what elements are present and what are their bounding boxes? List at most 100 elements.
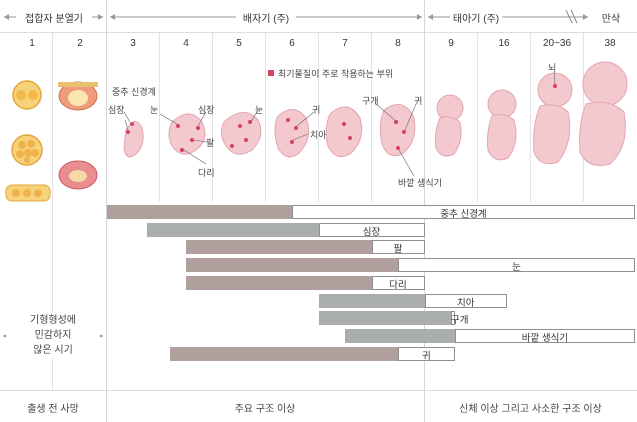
embryo-illustrations xyxy=(5,61,628,202)
label-eye-week5: 눈 xyxy=(255,105,264,115)
week-2: 2 xyxy=(77,38,83,49)
implantation-illustration xyxy=(58,81,98,190)
week-16: 16 xyxy=(498,38,510,49)
col-sep xyxy=(530,32,531,202)
period-term: 만삭 xyxy=(596,10,626,25)
embryo-week4 xyxy=(168,113,206,155)
zygote-2cell-illustration xyxy=(12,80,42,110)
bar-cns: 중추 신경계 xyxy=(107,205,635,220)
bar-teeth: 치아 xyxy=(318,293,507,309)
bar-label: 팔 xyxy=(393,244,403,256)
label-ear-week6: 귀 xyxy=(312,105,321,115)
bar-ear: 귀 xyxy=(170,346,455,362)
bar-label: 다리 xyxy=(389,279,407,291)
col-sep xyxy=(265,32,266,202)
bar-heart: 심장 xyxy=(146,222,425,238)
label-teeth-week7: 치아 xyxy=(310,130,327,140)
bar-label: 중추 신경계 xyxy=(440,209,487,220)
label-brain-week20: 뇌 xyxy=(548,63,557,73)
col-sep xyxy=(477,32,478,202)
col-sep xyxy=(52,32,53,390)
label-leg-week4: 다리 xyxy=(198,168,215,178)
label-palate-week8: 구개 xyxy=(362,96,379,106)
bar-critical-segment xyxy=(107,205,292,219)
fetus-week16 xyxy=(487,89,517,161)
bar-less-sensitive-segment xyxy=(451,311,455,326)
embryo-week3 xyxy=(123,121,144,158)
footer-embryo: 주요 구조 이상 xyxy=(234,404,296,415)
header-arrows xyxy=(4,9,588,24)
fetus-week9 xyxy=(435,94,464,157)
bar-label: 귀 xyxy=(422,350,431,362)
week-20-36: 20~36 xyxy=(542,38,572,49)
bar-less-sensitive-segment xyxy=(454,328,635,343)
bar-critical-segment xyxy=(170,346,398,361)
bar-critical-segment xyxy=(186,258,398,273)
bar-label: 바깥 생식기 xyxy=(521,332,569,344)
left-note-line-3: 않은 시기 xyxy=(6,343,100,358)
morula-illustration xyxy=(11,134,43,166)
bar-critical-segment xyxy=(345,328,455,343)
legend-text: 최기물질이 주로 작용하는 부위 xyxy=(278,69,394,79)
blastocyst-illustration xyxy=(5,184,51,202)
bar-less-sensitive-segment xyxy=(424,293,507,308)
label-cns-week3: 중추 신경계 xyxy=(112,87,156,97)
bar-arm: 팔 xyxy=(186,240,425,256)
bar-palate: 구개 xyxy=(318,311,469,327)
left-note-line-1: 기형형성에 xyxy=(6,313,100,328)
col-sep xyxy=(318,32,319,202)
week-38: 38 xyxy=(604,38,616,49)
label-arm-week4: 팔 xyxy=(206,138,215,148)
bar-less-sensitive-segment xyxy=(318,222,425,237)
label-heart-week4: 심장 xyxy=(198,105,215,115)
bar-leg: 다리 xyxy=(186,275,425,291)
bar-critical-segment xyxy=(186,240,372,255)
bar-less-sensitive-segment xyxy=(292,205,635,219)
bar-critical-segment xyxy=(318,293,425,308)
label-heart-week3: 심장 xyxy=(108,105,125,115)
period-pre-embryo: 접합자 분열기 xyxy=(16,10,92,25)
week-8: 8 xyxy=(395,38,401,49)
bar-eye: 눈 xyxy=(186,258,635,274)
legend-marker xyxy=(268,70,274,76)
left-note: 기형형성에 민감하지 않은 시기 xyxy=(6,313,100,358)
col-sep xyxy=(371,32,372,202)
label-genitalia-week8: 바깥 생식기 xyxy=(398,178,442,188)
embryo-week8 xyxy=(379,104,416,157)
footer-fetus: 신체 이상 그리고 사소한 구조 이상 xyxy=(459,404,602,415)
col-sep xyxy=(159,32,160,202)
fetus-week20-36 xyxy=(533,72,573,165)
bar-critical-segment xyxy=(186,275,372,290)
embryo-week7 xyxy=(325,106,363,158)
bar-label: 눈 xyxy=(512,262,521,274)
period-fetus: 태아기 (주) xyxy=(450,10,502,25)
left-note-line-2: 민감하지 xyxy=(6,328,100,343)
bar-label: 구개 xyxy=(451,315,469,327)
col-sep xyxy=(212,32,213,202)
bar-label: 치아 xyxy=(456,297,475,309)
period-embryo: 배자기 (주) xyxy=(236,10,296,25)
week-7: 7 xyxy=(342,38,348,49)
bar-critical-segment xyxy=(146,222,319,237)
bar-less-sensitive-segment xyxy=(397,346,455,361)
label-eye-week4: 눈 xyxy=(150,105,159,115)
week-5: 5 xyxy=(236,38,242,49)
embryo-week6 xyxy=(274,109,310,158)
week-3: 3 xyxy=(130,38,136,49)
bar-less-sensitive-segment xyxy=(371,240,425,255)
bar-genitalia: 바깥 생식기 xyxy=(345,328,635,344)
bar-less-sensitive-segment xyxy=(371,275,425,290)
bar-critical-segment xyxy=(318,311,451,326)
bar-label: 심장 xyxy=(362,226,381,238)
embryo-week5 xyxy=(220,112,262,155)
week-1: 1 xyxy=(29,38,35,49)
fetus-week38 xyxy=(579,61,628,166)
week-6: 6 xyxy=(289,38,295,49)
footer-divider xyxy=(0,390,637,391)
label-ear-week8: 귀 xyxy=(414,96,423,106)
week-4: 4 xyxy=(183,38,189,49)
bar-less-sensitive-segment xyxy=(398,258,635,273)
footer-pre-embryo: 출생 전 사망 xyxy=(27,404,79,415)
week-9: 9 xyxy=(448,38,454,49)
